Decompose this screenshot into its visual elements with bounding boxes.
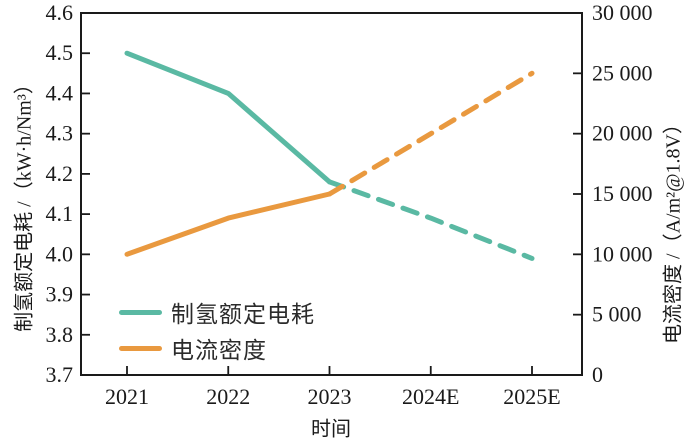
legend-line-teal-icon [119,309,162,315]
right-axis-tick-label: 30 000 [592,0,653,25]
left-axis-tick-label: 4.3 [46,121,74,146]
right-axis-tick-label: 10 000 [592,241,653,266]
plot-border [80,12,583,376]
left-axis-title: 制氢额定电耗 /（kW·h/Nm³） [13,74,36,332]
left-axis-tick-label: 3.7 [46,362,74,387]
right-axis-tick-label: 5 000 [592,302,642,327]
x-axis-tick-label: 2025E [503,384,560,409]
left-axis-tick-label: 3.9 [46,282,74,307]
right-axis-tick-label: 20 000 [592,121,653,146]
legend-label-current-density: 电流密度 [171,338,267,363]
legend-line-orange-icon [119,345,162,351]
series-line-dashed-0 [327,179,535,261]
right-axis-tick-label: 0 [592,362,603,387]
left-axis-tick-label: 4.1 [46,201,74,226]
series-line-solid-0 [124,50,332,185]
right-axis-tick-label: 25 000 [592,60,653,85]
left-axis-tick-label: 4.5 [46,40,74,65]
right-axis-title: 电流密度 /（A/m²@1.8V） [662,114,685,344]
left-axis-tick-label: 3.8 [46,322,74,347]
x-axis-tick-label: 2021 [105,384,149,409]
left-axis-tick-label: 4.6 [46,0,74,25]
x-axis-title: 时间 [311,418,351,441]
x-axis-tick-label: 2024E [402,384,459,409]
x-axis-tick-label: 2022 [206,384,250,409]
legend-item-current-density: 电流密度 [119,332,315,364]
legend-label-power-consumption: 制氢额定电耗 [171,302,315,327]
x-axis-tick-label: 2023 [308,384,352,409]
series-line-solid-1 [124,191,332,257]
left-axis-tick-label: 4.2 [46,161,74,186]
legend-item-power-consumption: 制氢额定电耗 [119,296,315,328]
legend: 制氢额定电耗 电流密度 [119,296,315,368]
right-axis-tick-label: 15 000 [592,181,653,206]
series-line-dashed-1 [327,70,535,197]
left-axis-tick-label: 4.0 [46,241,74,266]
left-axis-tick-label: 4.4 [46,80,74,105]
